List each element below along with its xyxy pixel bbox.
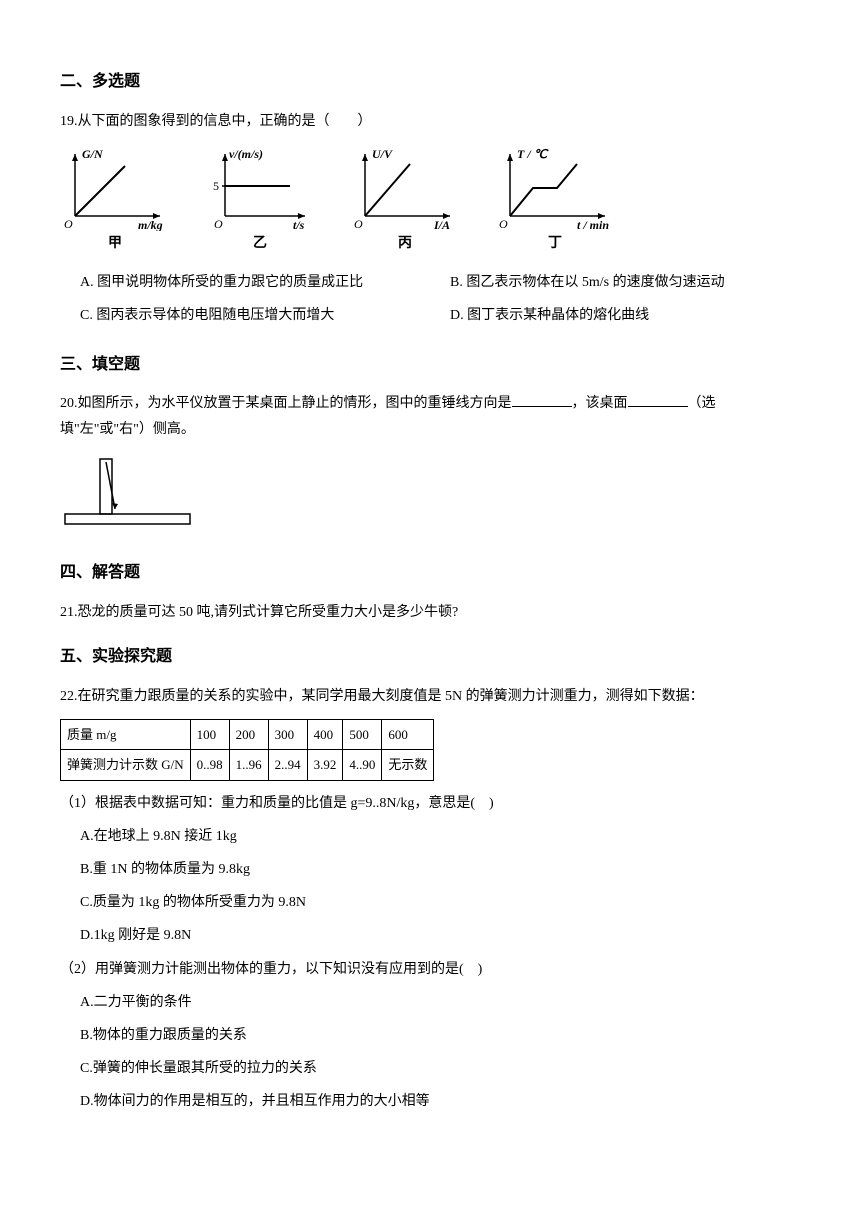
q21-text: 21.恐龙的质量可达 50 吨,请列式计算它所受重力大小是多少牛顿? — [60, 600, 800, 625]
section-experiment: 五、实验探究题 — [60, 643, 800, 672]
level-diagram — [60, 454, 800, 541]
origin-label: O — [354, 217, 363, 231]
q19-option-d: D. 图丁表示某种晶体的熔化曲线 — [430, 299, 800, 332]
cell: 200 — [229, 719, 268, 749]
origin-label: O — [214, 217, 223, 231]
question-21: 21.恐龙的质量可达 50 吨,请列式计算它所受重力大小是多少牛顿? — [60, 600, 800, 625]
q22-p2-b: B.物体的重力跟质量的关系 — [80, 1023, 800, 1048]
cell: 600 — [382, 719, 434, 749]
blank-2 — [628, 391, 688, 407]
q22-p1-b: B.重 1N 的物体质量为 9.8kg — [80, 857, 800, 882]
chart-yi: 5 v/(m/s) t/s O 乙 — [205, 146, 315, 256]
section-solve: 四、解答题 — [60, 559, 800, 588]
table-row: 弹簧测力计示数 G/N 0..98 1..96 2..94 3.92 4..90… — [61, 750, 434, 780]
section-multi-choice: 二、多选题 — [60, 68, 800, 97]
q19-option-c: C. 图丙表示导体的电阻随电压增大而增大 — [60, 299, 430, 332]
q22-p1-c: C.质量为 1kg 的物体所受重力为 9.8N — [80, 890, 800, 915]
chart-bing-ylabel: U/V — [372, 147, 393, 161]
cell: 0..98 — [190, 750, 229, 780]
chart-bing-xlabel: I/A — [433, 218, 450, 231]
cell: 4..90 — [343, 750, 382, 780]
cell: 2..94 — [268, 750, 307, 780]
q19-options: A. 图甲说明物体所受的重力跟它的质量成正比 B. 图乙表示物体在以 5m/s … — [60, 266, 800, 332]
chart-yi-caption: 乙 — [253, 231, 267, 256]
q22-table: 质量 m/g 100 200 300 400 500 600 弹簧测力计示数 G… — [60, 719, 434, 781]
q20-mid: ，该桌面 — [572, 396, 628, 411]
question-20: 20.如图所示，为水平仪放置于某桌面上静止的情形，图中的重锤线方向是，该桌面（选… — [60, 391, 800, 541]
chart-bing: U/V I/A O 丙 — [350, 146, 460, 256]
q22-p2-a: A.二力平衡的条件 — [80, 990, 800, 1015]
cell: 400 — [307, 719, 343, 749]
q19-text: 19.从下面的图象得到的信息中，正确的是（ ） — [60, 109, 800, 134]
chart-ding: T / ℃ t / min O 丁 — [495, 146, 615, 256]
chart-yi-ytick: 5 — [213, 179, 219, 193]
chart-yi-xlabel: t/s — [293, 218, 305, 231]
q19-option-a: A. 图甲说明物体所受的重力跟它的质量成正比 — [60, 266, 430, 299]
question-19: 19.从下面的图象得到的信息中，正确的是（ ） G/N m/kg O 甲 — [60, 109, 800, 333]
q20-text: 20.如图所示，为水平仪放置于某桌面上静止的情形，图中的重锤线方向是，该桌面（选… — [60, 391, 800, 441]
origin-label: O — [64, 217, 73, 231]
chart-jia: G/N m/kg O 甲 — [60, 146, 170, 256]
section-fill-blank: 三、填空题 — [60, 351, 800, 380]
blank-1 — [512, 391, 572, 407]
row1-label: 质量 m/g — [61, 719, 191, 749]
cell: 100 — [190, 719, 229, 749]
q22-p1-a: A.在地球上 9.8N 接近 1kg — [80, 824, 800, 849]
cell: 3.92 — [307, 750, 343, 780]
origin-label: O — [499, 217, 508, 231]
q20-pre: 20.如图所示，为水平仪放置于某桌面上静止的情形，图中的重锤线方向是 — [60, 396, 512, 411]
q22-p2-d: D.物体间力的作用是相互的，并且相互作用力的大小相等 — [80, 1089, 800, 1114]
q22-part2-options: A.二力平衡的条件 B.物体的重力跟质量的关系 C.弹簧的伸长量跟其所受的拉力的… — [80, 990, 800, 1115]
chart-bing-caption: 丙 — [398, 231, 412, 256]
q22-intro: 22.在研究重力跟质量的关系的实验中，某同学用最大刻度值是 5N 的弹簧测力计测… — [60, 684, 800, 709]
cell: 1..96 — [229, 750, 268, 780]
chart-jia-caption: 甲 — [108, 231, 122, 256]
table-row: 质量 m/g 100 200 300 400 500 600 — [61, 719, 434, 749]
q22-part1-text: （1）根据表中数据可知：重力和质量的比值是 g=9..8N/kg，意思是( ) — [60, 791, 800, 816]
question-22: 22.在研究重力跟质量的关系的实验中，某同学用最大刻度值是 5N 的弹簧测力计测… — [60, 684, 800, 1115]
chart-ding-caption: 丁 — [548, 231, 562, 256]
q22-p2-c: C.弹簧的伸长量跟其所受的拉力的关系 — [80, 1056, 800, 1081]
chart-yi-ylabel: v/(m/s) — [229, 147, 263, 161]
chart-jia-ylabel: G/N — [82, 147, 104, 161]
q19-option-b: B. 图乙表示物体在以 5m/s 的速度做匀速运动 — [430, 266, 800, 299]
chart-ding-ylabel: T / ℃ — [517, 147, 549, 161]
q19-charts: G/N m/kg O 甲 5 v/(m/s) t/s O 乙 — [60, 146, 800, 256]
cell: 500 — [343, 719, 382, 749]
q22-p1-d: D.1kg 刚好是 9.8N — [80, 923, 800, 948]
chart-jia-xlabel: m/kg — [138, 218, 163, 231]
row2-label: 弹簧测力计示数 G/N — [61, 750, 191, 780]
chart-ding-xlabel: t / min — [577, 218, 609, 231]
cell: 300 — [268, 719, 307, 749]
q22-part1-options: A.在地球上 9.8N 接近 1kg B.重 1N 的物体质量为 9.8kg C… — [80, 824, 800, 949]
q22-part2-text: （2）用弹簧测力计能测出物体的重力，以下知识没有应用到的是( ) — [60, 957, 800, 982]
cell: 无示数 — [382, 750, 434, 780]
